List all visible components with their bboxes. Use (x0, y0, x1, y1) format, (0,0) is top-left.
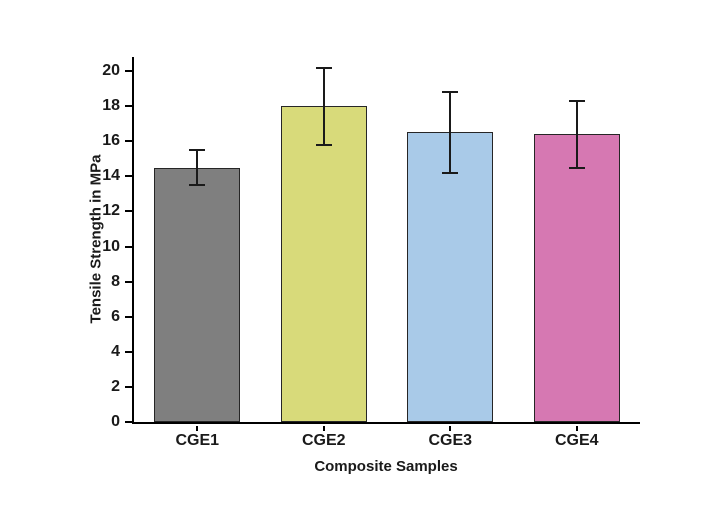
bar-cge3 (407, 132, 494, 422)
error-bar-cap (442, 171, 459, 174)
error-bar-cap (568, 99, 585, 102)
y-axis-tick (125, 280, 132, 283)
y-axis-tick (125, 245, 132, 248)
x-axis-tick (575, 426, 578, 431)
y-tick-label: 6 (111, 307, 120, 325)
error-bar-cap (315, 143, 332, 146)
error-bar-cap (189, 184, 206, 187)
x-tick-label: CGE2 (301, 432, 346, 449)
y-tick-label: 2 (111, 377, 120, 395)
error-bar-line (196, 150, 199, 186)
plot-area: 0 2 4 6 8 10 12 14 16 18 20 CGE1 CGE2 CGE3 CGE4 (102, 57, 640, 449)
y-tick-label: 4 (111, 342, 120, 360)
y-tick-label: 14 (102, 167, 120, 185)
x-axis-tick (196, 426, 199, 431)
y-axis-title: Tensile Strength in MPa (87, 154, 105, 324)
y-axis-tick (125, 315, 132, 318)
y-tick-label: 10 (102, 237, 120, 255)
x-axis-title: Composite Samples (314, 458, 458, 475)
error-bar-cap (189, 149, 206, 151)
x-axis-tick (322, 426, 325, 431)
y-axis-tick (125, 210, 132, 213)
y-tick-label: 12 (102, 202, 120, 220)
error-bar-line (322, 67, 325, 145)
y-tick-label: 18 (102, 97, 120, 115)
bar-cge2 (280, 106, 367, 422)
y-axis-tick (125, 421, 132, 423)
y-axis-tick (125, 70, 132, 73)
x-tick-label: CGE1 (175, 432, 220, 449)
y-axis-tick (125, 350, 132, 353)
error-bar-cap (568, 166, 585, 169)
y-tick-label: 0 (111, 413, 120, 430)
y-axis-tick (125, 105, 132, 108)
bar-cge1 (154, 167, 241, 422)
error-bar-cap (315, 66, 332, 69)
y-tick-label: 20 (102, 62, 120, 80)
y-axis-tick (125, 140, 132, 143)
y-axis-tick (125, 175, 132, 178)
x-tick-label: CGE3 (428, 432, 473, 449)
y-tick-label: 8 (111, 272, 120, 290)
bar-cge4 (533, 134, 620, 422)
x-axis-tick (449, 426, 452, 431)
error-bar-line (449, 92, 452, 173)
x-tick-label: CGE4 (554, 432, 599, 449)
error-bar-cap (442, 91, 459, 94)
error-bar-line (575, 100, 578, 168)
y-tick-label: 16 (102, 132, 120, 150)
y-axis-tick (125, 385, 132, 388)
